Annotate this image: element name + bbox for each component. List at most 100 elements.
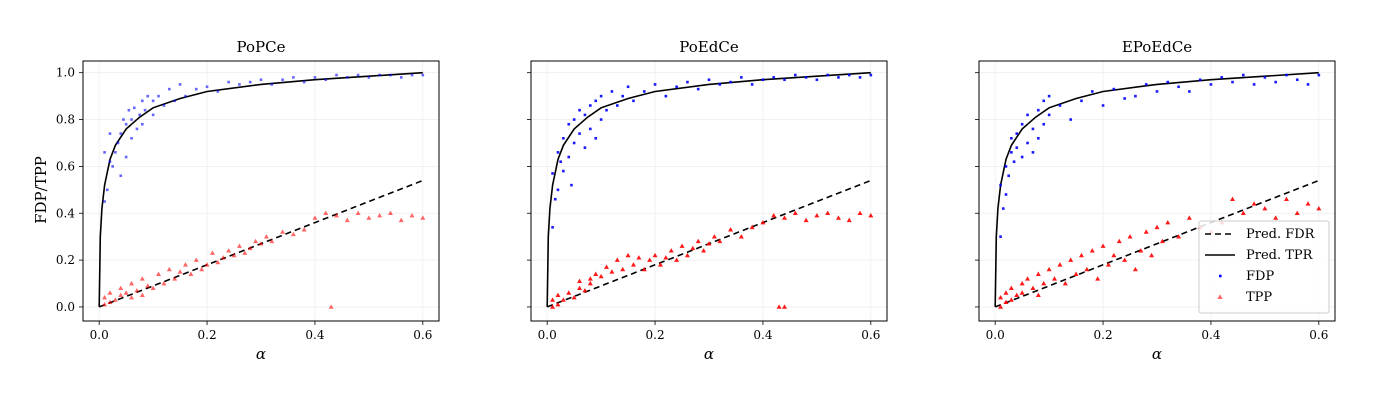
tpp-point [199, 266, 205, 272]
tpp-point [209, 250, 215, 255]
fdp-point [1090, 90, 1094, 93]
fdp-point [610, 90, 614, 93]
tpp-point [1014, 292, 1020, 298]
tpp-point [771, 212, 777, 218]
legend-label: FDP [1246, 269, 1274, 284]
tpp-point [398, 217, 404, 223]
plot-frame [530, 60, 888, 322]
fdp-point [1317, 73, 1321, 77]
tpp-point [550, 304, 556, 309]
fdp-point [119, 174, 123, 178]
fdp-point [324, 78, 328, 82]
fdp-point [141, 122, 144, 126]
fdp-point [1020, 155, 1024, 159]
tpp-point [1186, 215, 1192, 220]
tpp-point [145, 283, 151, 288]
fdp-point [194, 87, 198, 91]
tpp-point [1008, 285, 1014, 291]
fdp-point [718, 83, 722, 86]
fdp-point [421, 73, 425, 77]
tpp-point [1041, 280, 1047, 286]
fdp-point [173, 99, 176, 103]
tpp-point [1149, 252, 1155, 258]
fdp-point [847, 73, 851, 77]
fdp-point [815, 78, 819, 82]
tpp-point [129, 294, 135, 300]
fdp-point [1101, 104, 1105, 107]
fdp-point [1263, 76, 1267, 79]
tpp-point [587, 276, 593, 281]
tpp-point [749, 224, 755, 230]
fdp-point [761, 78, 765, 82]
x-axis-title: α [1152, 345, 1162, 363]
fdp-point [146, 94, 150, 98]
fdp-point [151, 99, 155, 103]
fdp-point [707, 78, 711, 82]
fdp-point [594, 99, 598, 103]
fdp-point [562, 169, 565, 173]
fdp-point [1026, 113, 1029, 117]
fdp-point [1285, 73, 1288, 77]
tpp-point [1273, 215, 1279, 220]
tpp-point [242, 250, 248, 255]
y-tick-label: 0.0 [56, 300, 75, 314]
tpp-point [560, 297, 566, 302]
tpp-point [738, 234, 744, 239]
fdp-point [804, 76, 808, 79]
fdp-point [124, 155, 128, 159]
fdp-point [1042, 99, 1046, 103]
tpp-point [711, 234, 717, 239]
tpp-point [620, 266, 626, 272]
fdp-point [356, 73, 360, 77]
tpp-point [1132, 266, 1138, 272]
tpp-point [269, 238, 275, 244]
fdp-point [653, 83, 657, 86]
fdp-point [111, 165, 114, 168]
fdp-point [570, 183, 573, 187]
fdp-point [740, 76, 743, 79]
fdp-point [1242, 73, 1245, 77]
legend-label: Pred. FDR [1246, 227, 1316, 242]
fdp-point [124, 122, 128, 126]
tpp-point [102, 302, 108, 307]
tpp-point [674, 257, 680, 262]
fdp-point [1123, 97, 1126, 100]
tpp-point [1052, 276, 1058, 281]
grid [531, 61, 887, 321]
tpp-point [387, 210, 393, 216]
tpp-point [355, 210, 361, 216]
tpp-point [566, 290, 572, 295]
fdp-point [562, 136, 565, 140]
tpp-point [290, 231, 296, 237]
fdp-point [378, 73, 381, 77]
y-tick-label: 0.2 [56, 253, 75, 267]
fdp-point [1080, 99, 1083, 103]
fdp-points [103, 73, 425, 203]
tpp-point [1068, 257, 1074, 262]
tpp-point [112, 297, 118, 302]
fdp-point [1166, 80, 1170, 84]
fdp-point [1004, 165, 1008, 168]
tpp-point [156, 271, 162, 276]
fdp-point [589, 104, 592, 107]
tpp-point [263, 234, 269, 239]
tpp-point [1003, 290, 1009, 295]
tpp-point [409, 212, 415, 218]
fdp-point [1047, 113, 1051, 117]
x-tick-label: 0.4 [753, 328, 772, 342]
fdp-point [1144, 83, 1148, 86]
tpp-point [792, 210, 798, 216]
x-tick-label: 0.6 [1309, 328, 1328, 342]
tpp-point [728, 227, 734, 232]
fdp-point [151, 113, 155, 117]
tpp-point [998, 304, 1004, 309]
legend: Pred. FDR Pred. TPR FDP TPP [1198, 220, 1330, 314]
x-tick-label: 0.2 [198, 328, 217, 342]
tpp-point [663, 255, 669, 260]
tpp-point [323, 210, 329, 216]
panel-title: PoEdCe [679, 38, 739, 56]
fdp-point [135, 127, 139, 131]
fdp-point [130, 136, 133, 140]
y-tick-label: 0.6 [56, 159, 75, 173]
